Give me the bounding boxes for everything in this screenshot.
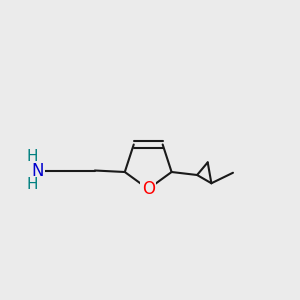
Text: N: N	[32, 161, 44, 179]
Text: O: O	[142, 180, 155, 198]
Text: H: H	[26, 177, 38, 192]
Text: H: H	[26, 148, 38, 164]
